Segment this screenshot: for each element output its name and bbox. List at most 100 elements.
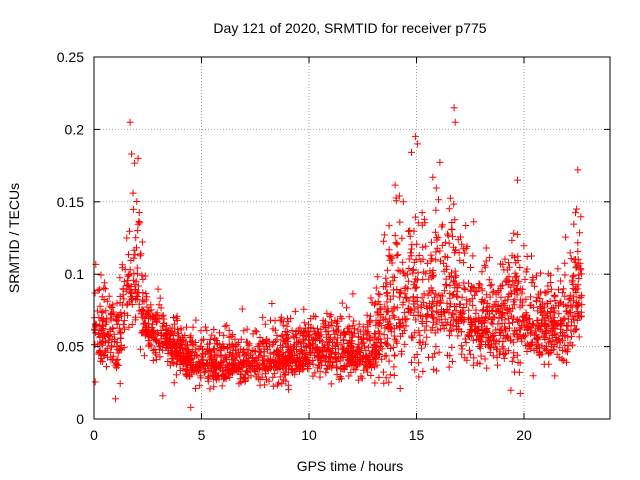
data-point xyxy=(385,222,393,230)
data-point xyxy=(175,330,183,338)
data-point xyxy=(186,372,194,380)
data-point xyxy=(99,325,107,333)
data-point xyxy=(469,252,477,260)
data-point xyxy=(279,363,287,371)
data-point xyxy=(298,350,306,358)
data-point xyxy=(555,286,562,294)
data-point xyxy=(233,362,241,370)
data-point xyxy=(374,290,382,298)
data-point xyxy=(501,323,508,331)
data-point xyxy=(411,278,419,286)
data-point xyxy=(434,233,442,241)
data-point xyxy=(204,340,212,348)
data-point xyxy=(489,302,497,310)
data-point xyxy=(360,361,368,369)
data-point xyxy=(183,323,190,331)
data-point xyxy=(391,352,398,360)
data-point xyxy=(510,301,518,309)
data-point xyxy=(157,304,165,312)
data-point xyxy=(531,327,539,335)
data-point xyxy=(323,309,331,317)
data-point xyxy=(551,297,559,305)
data-point xyxy=(364,321,372,329)
data-point xyxy=(295,338,303,345)
data-point xyxy=(577,313,585,321)
data-point xyxy=(124,272,132,280)
data-point xyxy=(432,248,440,256)
data-point xyxy=(472,306,480,314)
data-point xyxy=(408,332,415,340)
data-point xyxy=(353,344,361,352)
data-point xyxy=(520,242,528,250)
data-point xyxy=(440,287,448,295)
data-point xyxy=(255,348,263,356)
data-point xyxy=(322,324,329,331)
data-point xyxy=(423,302,431,310)
data-point xyxy=(380,368,387,376)
data-point xyxy=(324,345,332,353)
data-point xyxy=(338,299,346,307)
data-point xyxy=(380,231,388,239)
data-point xyxy=(385,378,393,386)
data-point xyxy=(399,315,407,323)
data-point xyxy=(531,282,538,290)
data-point xyxy=(131,280,139,288)
data-point xyxy=(401,340,409,348)
data-point xyxy=(501,255,509,263)
data-point xyxy=(212,366,220,373)
data-point xyxy=(101,279,109,287)
data-point xyxy=(311,345,319,353)
data-point xyxy=(195,345,203,353)
data-point xyxy=(433,308,441,316)
data-point xyxy=(429,173,437,181)
data-point xyxy=(293,334,301,342)
data-point xyxy=(388,259,396,267)
data-point xyxy=(538,350,546,358)
data-point xyxy=(196,365,204,373)
data-point xyxy=(484,308,491,315)
data-point xyxy=(402,294,410,301)
data-point xyxy=(393,339,401,347)
data-point xyxy=(300,365,308,373)
data-point xyxy=(402,322,410,330)
data-point xyxy=(382,274,390,282)
data-point xyxy=(399,301,407,309)
data-point xyxy=(200,369,208,377)
data-point xyxy=(156,353,164,361)
data-point xyxy=(482,244,490,252)
data-point xyxy=(269,373,277,381)
data-point xyxy=(558,355,566,363)
data-point xyxy=(498,301,506,309)
data-point xyxy=(340,345,348,353)
data-point xyxy=(345,347,352,355)
data-point xyxy=(307,342,314,350)
data-point xyxy=(125,271,133,279)
data-point xyxy=(372,341,380,349)
data-point xyxy=(99,317,107,325)
data-point xyxy=(323,338,331,346)
data-point xyxy=(266,363,274,371)
data-point xyxy=(241,378,249,385)
data-point xyxy=(281,338,289,346)
data-point xyxy=(410,258,418,266)
data-point xyxy=(384,341,392,349)
data-point xyxy=(504,296,512,304)
data-point xyxy=(221,352,229,360)
data-point xyxy=(228,356,236,364)
data-point xyxy=(435,316,443,324)
data-point xyxy=(274,358,282,366)
data-point xyxy=(467,319,475,327)
data-point xyxy=(463,356,471,364)
data-point xyxy=(187,338,195,346)
data-point xyxy=(376,320,383,327)
data-points xyxy=(90,104,586,411)
data-point xyxy=(98,327,106,334)
data-point xyxy=(278,380,286,388)
data-point xyxy=(192,339,200,346)
y-tick-label: 0.2 xyxy=(65,121,85,137)
data-point xyxy=(233,341,241,348)
data-point xyxy=(570,272,578,280)
data-point xyxy=(137,250,145,258)
data-point xyxy=(382,340,390,348)
data-point xyxy=(497,260,504,268)
